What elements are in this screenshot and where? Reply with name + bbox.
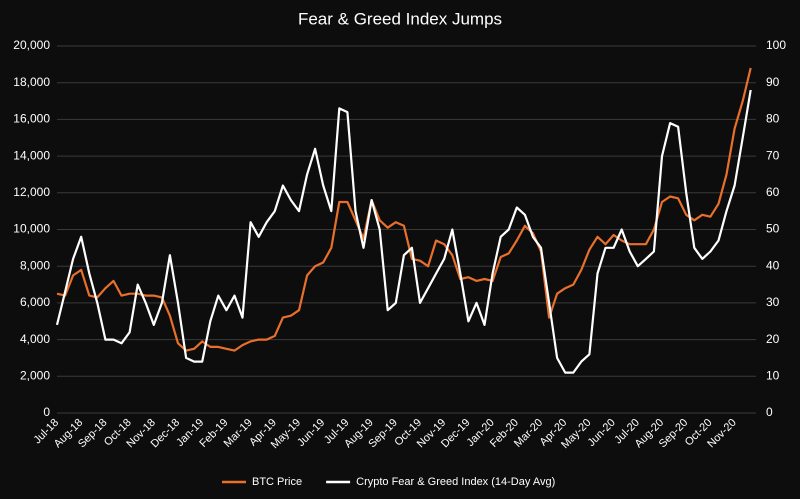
y2-tick-label: 60 [766,185,780,199]
y-tick-label: 8,000 [20,258,50,272]
chart-title: Fear & Greed Index Jumps [298,9,502,28]
y-tick-label: 10,000 [13,222,50,236]
y2-tick-label: 10 [766,368,780,382]
y2-tick-label: 70 [766,148,780,162]
y2-tick-label: 50 [766,222,780,236]
line-series [55,89,752,374]
legend-label: Crypto Fear & Greed Index (14-Day Avg) [356,476,555,488]
y-tick-label: 12,000 [13,185,50,199]
y-tick-label: 0 [43,405,50,419]
y-tick-label: 14,000 [13,148,50,162]
y-tick-label: 4,000 [20,332,50,346]
y2-tick-label: 20 [766,332,780,346]
y-tick-label: 2,000 [20,368,50,382]
y2-tick-label: 40 [766,258,780,272]
y2-tick-label: 90 [766,75,780,89]
y2-tick-label: 30 [766,295,780,309]
legend-label: BTC Price [252,476,302,488]
y-tick-label: 20,000 [13,38,50,52]
y-tick-label: 18,000 [13,75,50,89]
y2-tick-label: 0 [766,405,773,419]
y2-tick-label: 100 [766,38,786,52]
y2-tick-label: 80 [766,112,780,126]
y-tick-label: 6,000 [20,295,50,309]
line-series [56,67,752,352]
y-tick-label: 16,000 [13,112,50,126]
